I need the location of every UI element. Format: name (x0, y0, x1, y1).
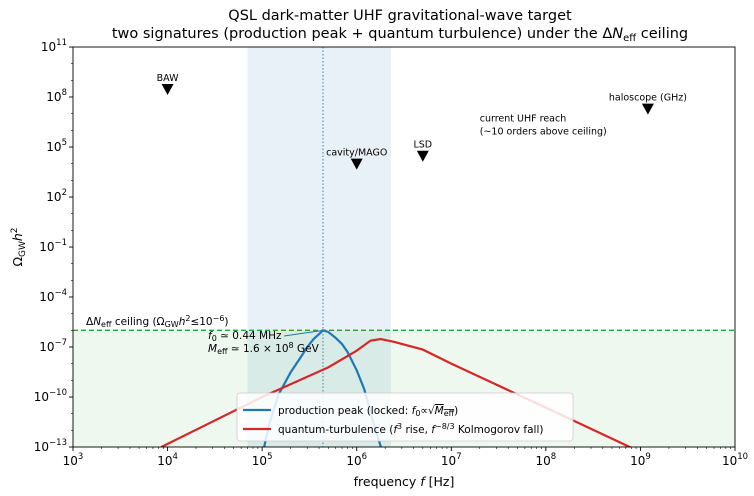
y-axis-ticks: 10−13 10−10 10−7 10−4 10−1 102 105 108 1011 (34, 38, 73, 454)
x-tick-label: 108 (536, 452, 557, 468)
x-tick-label: 103 (63, 452, 84, 468)
y-tick-label: 102 (46, 188, 67, 204)
uhf-note-line2: (~10 orders above ceiling) (480, 126, 607, 137)
x-tick-label: 107 (441, 452, 462, 468)
y-tick-label: 10−1 (39, 238, 67, 254)
y-tick-label: 10−10 (34, 388, 67, 404)
markers-layer: BAW cavity/MAGO LSD haloscope (GHz) (157, 73, 687, 170)
marker-label: cavity/MAGO (326, 148, 387, 159)
legend-box (236, 392, 574, 442)
subtitle-N: N (612, 26, 623, 42)
marker-label: haloscope (GHz) (609, 93, 687, 104)
marker-triangle (161, 84, 174, 96)
marker-label: BAW (157, 73, 179, 84)
x-tick-label: 104 (157, 452, 178, 468)
subtitle-post: ceiling (636, 26, 688, 42)
marker-triangle (416, 150, 429, 162)
f0-annotation: f0 ≃ 0.44 MHz (208, 330, 282, 343)
chart-title: QSL dark-matter UHF gravitational-wave t… (228, 8, 572, 24)
y-tick-label: 1011 (41, 38, 67, 54)
series-quantum-turbulence (160, 337, 633, 447)
y-axis-label: ΩGWh2 (10, 227, 28, 266)
y-tick-label: 108 (46, 88, 67, 104)
frequency-band (247, 47, 391, 447)
y-tick-label: 10−13 (34, 438, 67, 454)
legend-label-production: production peak (locked: f0∝√Meff) (278, 405, 458, 418)
peak-annotation-arrow (283, 329, 324, 337)
subtitle-sub: eff (623, 33, 637, 44)
x-axis-ticks: 103 104 105 106 107 108 109 1010 (63, 447, 748, 468)
x-axis-label: frequency f [Hz] (354, 474, 455, 489)
series-production-peak (263, 329, 382, 447)
x-tick-label: 105 (252, 452, 273, 468)
marker-label: LSD (413, 140, 432, 151)
x-tick-label: 106 (346, 452, 367, 468)
legend-label-turbulence: quantum-turbulence (f3 rise, f−8/3 Kolmo… (278, 422, 544, 436)
y-tick-label: 10−4 (39, 288, 67, 304)
marker-triangle (641, 103, 654, 115)
meff-annotation: Meff ≃ 1.6 × 108 GeV (208, 341, 320, 356)
marker-triangle (350, 158, 363, 170)
x-tick-label: 109 (630, 452, 651, 468)
chart-subtitle: two signatures (production peak + quantu… (112, 26, 688, 44)
x-tick-label: 1010 (722, 452, 748, 468)
ceiling-label: ΔNeff ceiling (ΩGWh2≤10−6) (86, 314, 229, 329)
sqrt-sign: √ (428, 405, 435, 417)
uhf-note-line1: current UHF reach (480, 113, 566, 124)
subtitle-pre: two signatures (production peak + quantu… (112, 26, 612, 42)
legend: production peak (locked: f0∝√Meff) quant… (236, 392, 574, 442)
y-tick-label: 10−7 (39, 338, 67, 354)
y-tick-label: 105 (46, 138, 67, 154)
